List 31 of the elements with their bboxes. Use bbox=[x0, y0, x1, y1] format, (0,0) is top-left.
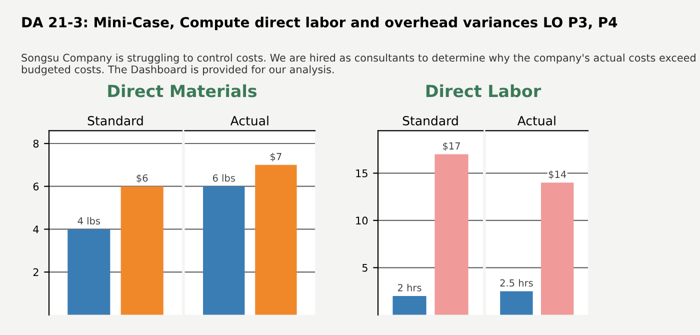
data-label: 6 lbs bbox=[212, 174, 235, 182]
x-tick-label: Actual bbox=[517, 116, 556, 126]
bar bbox=[203, 186, 245, 315]
y-tick-label: 2 bbox=[33, 268, 38, 276]
bar bbox=[540, 182, 574, 315]
y-tick-label: 15 bbox=[356, 170, 368, 178]
y-tick-label: 8 bbox=[33, 140, 39, 148]
data-label: 4 lbs bbox=[78, 217, 100, 225]
chart-title: Direct Labor bbox=[426, 84, 542, 98]
text: DA 21-3: Mini-Case, Compute direct labor and overhead variances LO P3, P4 bbox=[22, 16, 618, 30]
x-tick-label: Standard bbox=[402, 116, 458, 126]
bar bbox=[255, 164, 297, 315]
y-tick-label: 6 bbox=[33, 182, 39, 190]
bar bbox=[68, 229, 110, 315]
y-tick-label: 10 bbox=[356, 216, 368, 225]
x-tick-label: Standard bbox=[88, 116, 143, 126]
data-label: $6 bbox=[136, 174, 148, 183]
bar bbox=[434, 154, 468, 315]
data-label: 2 hrs bbox=[398, 284, 422, 292]
text: Songsu Company is struggling to control costs. We are hired as consultants to determine why the company's actual costs exceed budgeted costs. The Dashboard is provided for our analysis. bbox=[22, 54, 696, 76]
data-label: 2.5 hrs bbox=[500, 279, 533, 287]
bar bbox=[392, 296, 426, 315]
x-tick-label: Actual bbox=[230, 116, 268, 126]
data-label: $7 bbox=[270, 152, 282, 162]
bar bbox=[500, 291, 533, 315]
chart-title: Direct Materials bbox=[108, 84, 257, 98]
bar bbox=[120, 186, 164, 315]
y-tick-label: 5 bbox=[362, 264, 368, 272]
data-label: $14 bbox=[548, 170, 566, 180]
y-tick-label: 4 bbox=[33, 226, 39, 234]
data-label: $17 bbox=[443, 142, 460, 151]
